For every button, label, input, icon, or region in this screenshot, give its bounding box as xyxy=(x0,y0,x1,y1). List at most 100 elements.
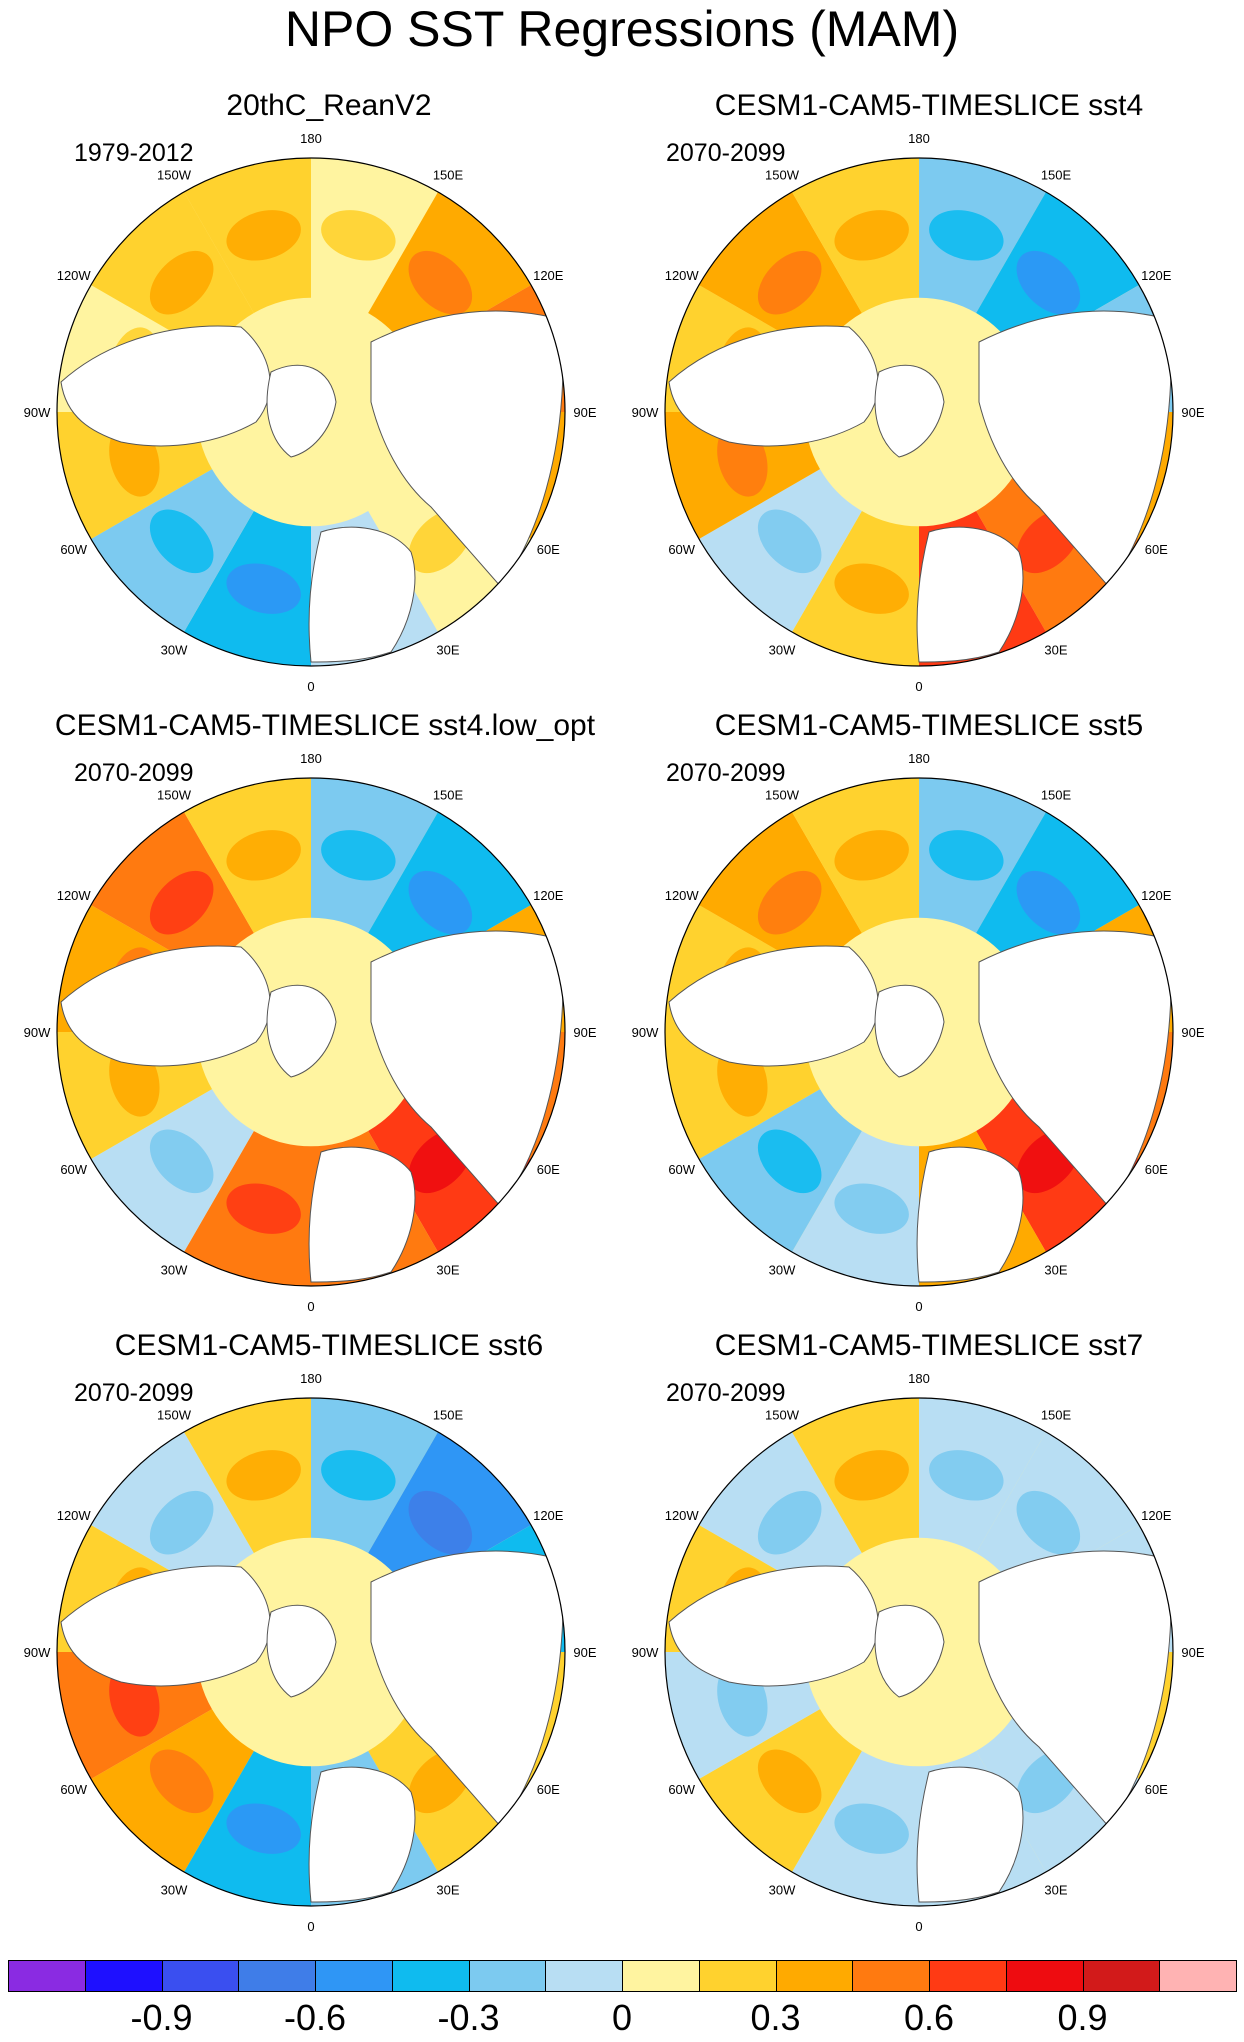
longitude-label: 150W xyxy=(765,168,800,183)
sst-anomaly-blob xyxy=(321,210,396,261)
sst-anomaly-blob xyxy=(757,870,822,935)
polar-map: 180 150E 120E 90E 60E 30E 0 30W 60W 90W 120W 150W xyxy=(24,751,597,1314)
longitude-label: 0 xyxy=(915,679,922,694)
map-panel-sst4-low-opt: CESM1-CAM5-TIMESLICE sst4.low_opt 2070-2… xyxy=(0,708,622,1328)
sst-anomaly-blob xyxy=(834,563,909,614)
land-mass xyxy=(916,526,1024,663)
polar-map: 180 150E 120E 90E 60E 30E 0 30W 60W 90W 120W 150W xyxy=(632,751,1205,1314)
sst-anomaly-blob xyxy=(757,1490,822,1555)
longitude-label: 90E xyxy=(1181,1025,1204,1040)
longitude-label: 150W xyxy=(765,1408,800,1423)
longitude-label: 60E xyxy=(537,1782,560,1797)
sst-anomaly-blob xyxy=(226,1450,301,1501)
sst-anomaly-blob xyxy=(834,1183,909,1234)
longitude-label: 150W xyxy=(157,168,192,183)
longitude-label: 30E xyxy=(436,1882,459,1897)
longitude-label: 30E xyxy=(1044,642,1067,657)
land-mass xyxy=(308,1146,416,1283)
longitude-label: 180 xyxy=(300,131,322,146)
colorbar-tick-label: -0.6 xyxy=(283,1997,347,2038)
sst-anomaly-blob xyxy=(1016,250,1081,315)
longitude-label: 150W xyxy=(765,788,800,803)
sst-anomaly-blob xyxy=(408,1490,473,1555)
land-mass xyxy=(874,984,945,1078)
longitude-label: 120E xyxy=(533,1508,564,1523)
land-mass xyxy=(668,945,879,1067)
colorbar-swatch xyxy=(84,1960,163,1992)
panel-title: CESM1-CAM5-TIMESLICE sst7 xyxy=(714,1329,1144,1362)
polar-map: 180 150E 120E 90E 60E 30E 0 30W 60W 90W 120W 150W xyxy=(632,1371,1205,1934)
longitude-label: 120E xyxy=(1141,268,1172,283)
longitude-label: 90E xyxy=(1181,1645,1204,1660)
longitude-label: 60W xyxy=(668,1162,695,1177)
longitude-label: 60E xyxy=(1145,542,1168,557)
sst-anomaly-blob xyxy=(1016,1490,1081,1555)
longitude-label: 120W xyxy=(665,1508,700,1523)
longitude-label: 150W xyxy=(157,788,192,803)
longitude-label: 30W xyxy=(769,1882,796,1897)
longitude-label: 60E xyxy=(537,1162,560,1177)
colorbar-swatch xyxy=(8,1960,86,1992)
longitude-label: 30E xyxy=(1044,1882,1067,1897)
longitude-label: 60W xyxy=(60,542,87,557)
longitude-label: 30E xyxy=(436,642,459,657)
longitude-label: 120E xyxy=(1141,1508,1172,1523)
map-boundary xyxy=(664,157,1174,667)
sst-anomaly-blob xyxy=(834,830,909,881)
colorbar-swatch xyxy=(852,1960,930,1992)
land-mass xyxy=(60,1565,271,1687)
longitude-label: 30E xyxy=(1044,1262,1067,1277)
colorbar-tick-label: 0.3 xyxy=(750,1997,801,2038)
longitude-label: 90E xyxy=(1181,405,1204,420)
land-mass xyxy=(874,364,945,458)
longitude-label: 150E xyxy=(433,1408,464,1423)
sst-anomaly-blob xyxy=(834,210,909,261)
longitude-label: 90E xyxy=(573,1645,596,1660)
longitude-label: 150E xyxy=(1041,1408,1072,1423)
panel-title: 20thC_ReanV2 xyxy=(226,89,432,122)
panel-period: 2070-2099 xyxy=(666,139,786,167)
sst-anomaly-blob xyxy=(149,1490,214,1555)
longitude-label: 90W xyxy=(24,405,51,420)
panel-period: 2070-2099 xyxy=(666,759,786,787)
colorbar-swatch xyxy=(315,1960,393,1992)
colorbar-swatch xyxy=(238,1960,316,1992)
longitude-label: 30W xyxy=(769,1262,796,1277)
sst-field xyxy=(57,158,565,666)
colorbar-swatch xyxy=(468,1960,547,1992)
sst-anomaly-blob xyxy=(226,210,301,261)
panel-title: CESM1-CAM5-TIMESLICE sst6 xyxy=(114,1329,544,1362)
sst-anomaly-blob xyxy=(408,250,473,315)
sst-anomaly-blob xyxy=(929,830,1004,881)
land-mass xyxy=(370,310,564,588)
colorbar-swatch xyxy=(1082,1960,1161,1992)
panel-period: 2070-2099 xyxy=(666,1379,786,1407)
colorbar-tick-label: 0 xyxy=(611,1997,633,2038)
polar-map: 180 150E 120E 90E 60E 30E 0 30W 60W 90W 120W 150W xyxy=(24,1371,597,1934)
longitude-label: 120E xyxy=(533,888,564,903)
map-boundary xyxy=(56,1397,566,1907)
sst-anomaly-blob xyxy=(757,509,822,574)
sst-anomaly-blob xyxy=(149,250,214,315)
sst-anomaly-blob xyxy=(226,830,301,881)
sst-anomaly-blob xyxy=(408,870,473,935)
colorbar-swatch xyxy=(161,1960,240,1992)
sst-anomaly-blob xyxy=(149,509,214,574)
map-boundary xyxy=(664,1397,1174,1907)
sst-field xyxy=(57,778,565,1286)
sst-field xyxy=(665,1398,1173,1906)
longitude-label: 30W xyxy=(161,642,188,657)
map-panel-sst4: CESM1-CAM5-TIMESLICE sst4 2070-2099 180 1… xyxy=(608,88,1230,708)
colorbar-swatch xyxy=(929,1960,1007,1992)
sst-anomaly-blob xyxy=(321,830,396,881)
land-mass xyxy=(916,1146,1024,1283)
sst-anomaly-blob xyxy=(929,210,1004,261)
sst-anomaly-blob xyxy=(757,250,822,315)
map-panel-sst7: CESM1-CAM5-TIMESLICE sst7 2070-2099 180 1… xyxy=(608,1328,1230,1948)
longitude-label: 150E xyxy=(433,788,464,803)
colorbar-swatch xyxy=(391,1960,470,1992)
longitude-label: 0 xyxy=(915,1919,922,1934)
sst-anomaly-blob xyxy=(226,563,301,614)
longitude-label: 60W xyxy=(668,1782,695,1797)
longitude-label: 150W xyxy=(157,1408,192,1423)
